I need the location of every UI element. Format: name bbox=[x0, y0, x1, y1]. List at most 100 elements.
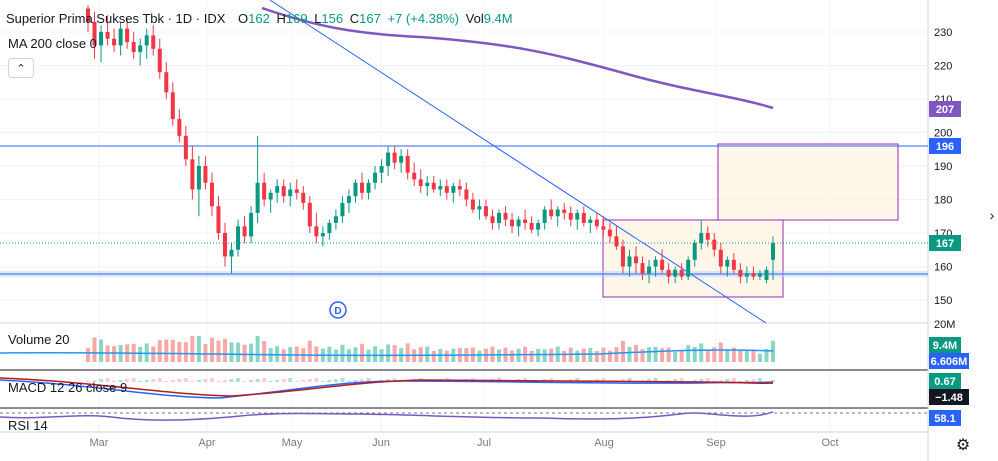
candle-body[interactable] bbox=[771, 243, 775, 260]
candle-body[interactable] bbox=[588, 219, 593, 223]
candle-body[interactable] bbox=[392, 152, 397, 163]
candle-body[interactable] bbox=[346, 196, 351, 203]
rsi-legend[interactable]: RSI 14 bbox=[8, 418, 48, 433]
candle-body[interactable] bbox=[236, 226, 241, 250]
candle-body[interactable] bbox=[640, 263, 645, 274]
candle-body[interactable] bbox=[457, 186, 462, 190]
candle-body[interactable] bbox=[320, 233, 325, 237]
candle-body[interactable] bbox=[275, 186, 280, 193]
candle-body[interactable] bbox=[581, 212, 586, 223]
candle-body[interactable] bbox=[333, 216, 338, 223]
candle-body[interactable] bbox=[653, 259, 658, 267]
volume-bars[interactable] bbox=[86, 336, 775, 362]
scroll-right-button[interactable]: › bbox=[986, 190, 998, 240]
candle-body[interactable] bbox=[536, 222, 541, 230]
candle-body[interactable] bbox=[731, 259, 736, 270]
target-box[interactable] bbox=[717, 143, 899, 221]
candle-body[interactable] bbox=[568, 212, 573, 220]
candle-body[interactable] bbox=[86, 8, 90, 22]
candle-body[interactable] bbox=[144, 35, 149, 46]
candle-body[interactable] bbox=[294, 189, 299, 193]
trendline[interactable] bbox=[269, 0, 767, 324]
candle-body[interactable] bbox=[157, 48, 162, 73]
candle-body[interactable] bbox=[353, 182, 358, 197]
candle-body[interactable] bbox=[660, 259, 665, 270]
candle-body[interactable] bbox=[196, 166, 201, 190]
candle-body[interactable] bbox=[314, 226, 319, 237]
ma200-line[interactable] bbox=[261, 6, 774, 110]
candle-body[interactable] bbox=[216, 206, 221, 233]
candle-body[interactable] bbox=[607, 229, 612, 237]
candle-body[interactable] bbox=[183, 135, 188, 160]
candle-body[interactable] bbox=[405, 155, 410, 173]
macd-legend[interactable]: MACD 12 26 close 9 bbox=[8, 380, 128, 395]
collapse-legend-button[interactable]: ⌃ bbox=[8, 58, 34, 78]
candle-body[interactable] bbox=[562, 209, 567, 213]
candle-body[interactable] bbox=[425, 182, 430, 187]
candle-body[interactable] bbox=[692, 243, 697, 260]
candle-body[interactable] bbox=[555, 209, 560, 217]
candle-body[interactable] bbox=[379, 166, 384, 173]
candle-body[interactable] bbox=[431, 182, 436, 190]
candle-body[interactable] bbox=[170, 92, 175, 120]
candle-body[interactable] bbox=[451, 186, 456, 193]
candle-body[interactable] bbox=[751, 273, 756, 277]
candle-body[interactable] bbox=[360, 182, 364, 193]
candle-body[interactable] bbox=[699, 233, 704, 244]
candle-body[interactable] bbox=[386, 152, 391, 166]
candle-body[interactable] bbox=[594, 219, 599, 227]
candle-body[interactable] bbox=[523, 219, 528, 223]
candle-body[interactable] bbox=[112, 38, 117, 46]
candle-body[interactable] bbox=[666, 269, 671, 277]
candle-body[interactable] bbox=[288, 189, 293, 197]
candle-body[interactable] bbox=[190, 159, 195, 190]
candle-body[interactable] bbox=[125, 28, 130, 43]
candle-body[interactable] bbox=[673, 269, 678, 277]
volume-legend[interactable]: Volume 20 bbox=[8, 332, 70, 347]
candle-body[interactable] bbox=[412, 172, 417, 180]
candle-body[interactable] bbox=[477, 206, 482, 210]
candle-body[interactable] bbox=[131, 42, 136, 53]
candle-body[interactable] bbox=[209, 182, 214, 207]
candle-body[interactable] bbox=[516, 219, 521, 227]
candle-body[interactable] bbox=[620, 246, 625, 267]
candle-body[interactable] bbox=[503, 212, 508, 220]
candle-body[interactable] bbox=[725, 259, 730, 267]
candle-body[interactable] bbox=[418, 179, 423, 187]
candle-body[interactable] bbox=[744, 273, 749, 277]
candle-body[interactable] bbox=[373, 172, 378, 183]
candle-body[interactable] bbox=[686, 259, 691, 277]
candle-body[interactable] bbox=[281, 186, 286, 197]
candle-body[interactable] bbox=[366, 182, 371, 193]
candle-body[interactable] bbox=[705, 233, 710, 240]
candle-body[interactable] bbox=[647, 266, 652, 274]
candle-body[interactable] bbox=[764, 269, 769, 280]
symbol-title[interactable]: Superior Prima Sukses Tbk · 1D · IDX bbox=[6, 11, 226, 26]
candle-body[interactable] bbox=[679, 269, 684, 277]
time-axis[interactable]: Mar Apr May Jun Jul Aug Sep Oct bbox=[90, 437, 839, 449]
candle-body[interactable] bbox=[601, 226, 606, 230]
candle-body[interactable] bbox=[307, 202, 312, 227]
chart-settings-button[interactable]: ⚙ bbox=[952, 434, 974, 456]
candle-body[interactable] bbox=[444, 186, 449, 193]
candle-body[interactable] bbox=[301, 192, 306, 203]
candle-body[interactable] bbox=[542, 209, 547, 223]
candle-body[interactable] bbox=[470, 199, 475, 210]
candle-body[interactable] bbox=[138, 45, 143, 53]
candle-body[interactable] bbox=[627, 256, 632, 267]
candle-body[interactable] bbox=[105, 32, 110, 39]
candle-body[interactable] bbox=[490, 216, 495, 223]
candle-body[interactable] bbox=[738, 269, 743, 277]
candle-body[interactable] bbox=[614, 236, 619, 247]
candle-body[interactable] bbox=[340, 202, 345, 217]
candle-body[interactable] bbox=[575, 212, 580, 220]
candle-body[interactable] bbox=[327, 222, 332, 233]
dividend-marker[interactable] bbox=[329, 301, 347, 319]
candle-body[interactable] bbox=[203, 166, 208, 183]
candle-body[interactable] bbox=[510, 219, 515, 227]
candle-body[interactable] bbox=[497, 212, 501, 223]
candle-body[interactable] bbox=[262, 182, 267, 200]
candle-body[interactable] bbox=[549, 209, 554, 217]
